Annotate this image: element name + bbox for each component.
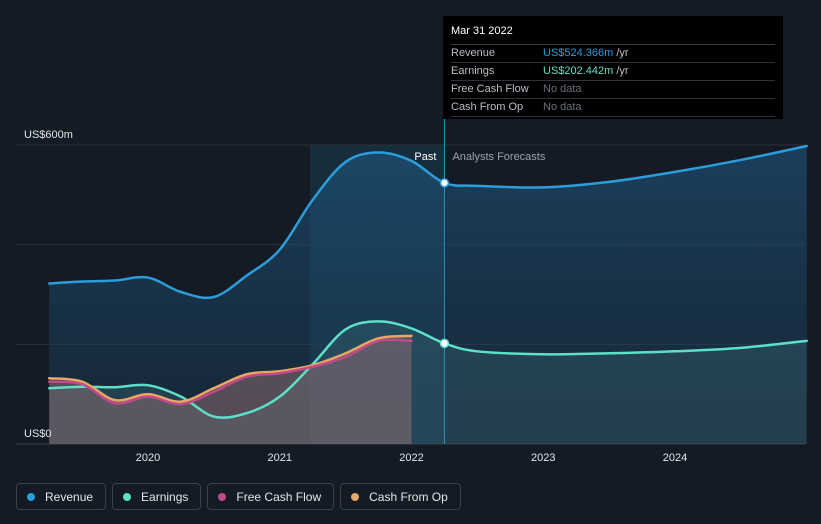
tooltip-label: Cash From Op [451, 101, 524, 113]
tooltip-value: US$202.442m [543, 65, 614, 77]
legend-item-earnings[interactable]: Earnings [112, 483, 202, 510]
free-cash-flow-dot-icon [218, 492, 227, 501]
legend-label: Cash From Op [369, 489, 448, 504]
tooltip-value: No data [543, 101, 582, 113]
earnings-dot-icon [123, 492, 132, 501]
x-tick-label: 2022 [399, 452, 423, 464]
analysts-forecasts-label: Analysts Forecasts [452, 151, 545, 163]
tooltip-row-revenue: Revenue US$524.366m /yr [451, 45, 775, 63]
earnings-marker [439, 338, 450, 349]
tooltip-row-earnings: Earnings US$202.442m /yr [451, 63, 775, 81]
tooltip-date: Mar 31 2022 [451, 24, 775, 45]
tooltip-value: US$524.366m [543, 47, 614, 59]
legend-item-free-cash-flow[interactable]: Free Cash Flow [207, 483, 335, 510]
legend-label: Earnings [141, 489, 189, 504]
cash-from-op-dot-icon [351, 492, 360, 501]
past-label: Past [414, 151, 436, 163]
tooltip-label: Free Cash Flow [451, 83, 529, 95]
free-cash-flow-line [47, 338, 413, 406]
legend-item-cash-from-op[interactable]: Cash From Op [340, 483, 461, 510]
revenue-dot-icon [27, 492, 35, 501]
tooltip-unit: /yr [616, 47, 629, 59]
tooltip-row-cash-from-op: Cash From Op No data [451, 99, 775, 117]
cash-from-op-line [47, 334, 413, 403]
legend-label: Revenue [45, 489, 94, 504]
earnings-line [47, 320, 808, 419]
legend-item-revenue[interactable]: Revenue [16, 483, 107, 510]
x-tick-label: 2020 [136, 452, 160, 464]
revenue-marker [439, 178, 450, 188]
tooltip-row-free-cash-flow: Free Cash Flow No data [451, 81, 775, 99]
tooltip-label: Earnings [451, 65, 495, 77]
tooltip-unit: /yr [616, 65, 629, 77]
x-tick-label: 2023 [531, 452, 555, 464]
y-tick-label: US$0 [24, 428, 52, 440]
tooltip-label: Revenue [451, 47, 496, 59]
revenue-line [47, 144, 808, 300]
legend-label: Free Cash Flow [236, 489, 322, 504]
earnings-area [49, 321, 807, 444]
x-tick-label: 2021 [268, 452, 292, 464]
y-tick-label: US$600m [24, 129, 73, 141]
legend: Revenue Earnings Free Cash Flow Cash Fro… [16, 483, 461, 510]
data-tooltip: Mar 31 2022 Revenue US$524.366m /yr Earn… [443, 16, 783, 119]
revenue-area [49, 145, 807, 444]
tooltip-value: No data [543, 83, 582, 95]
x-tick-label: 2024 [663, 452, 687, 464]
